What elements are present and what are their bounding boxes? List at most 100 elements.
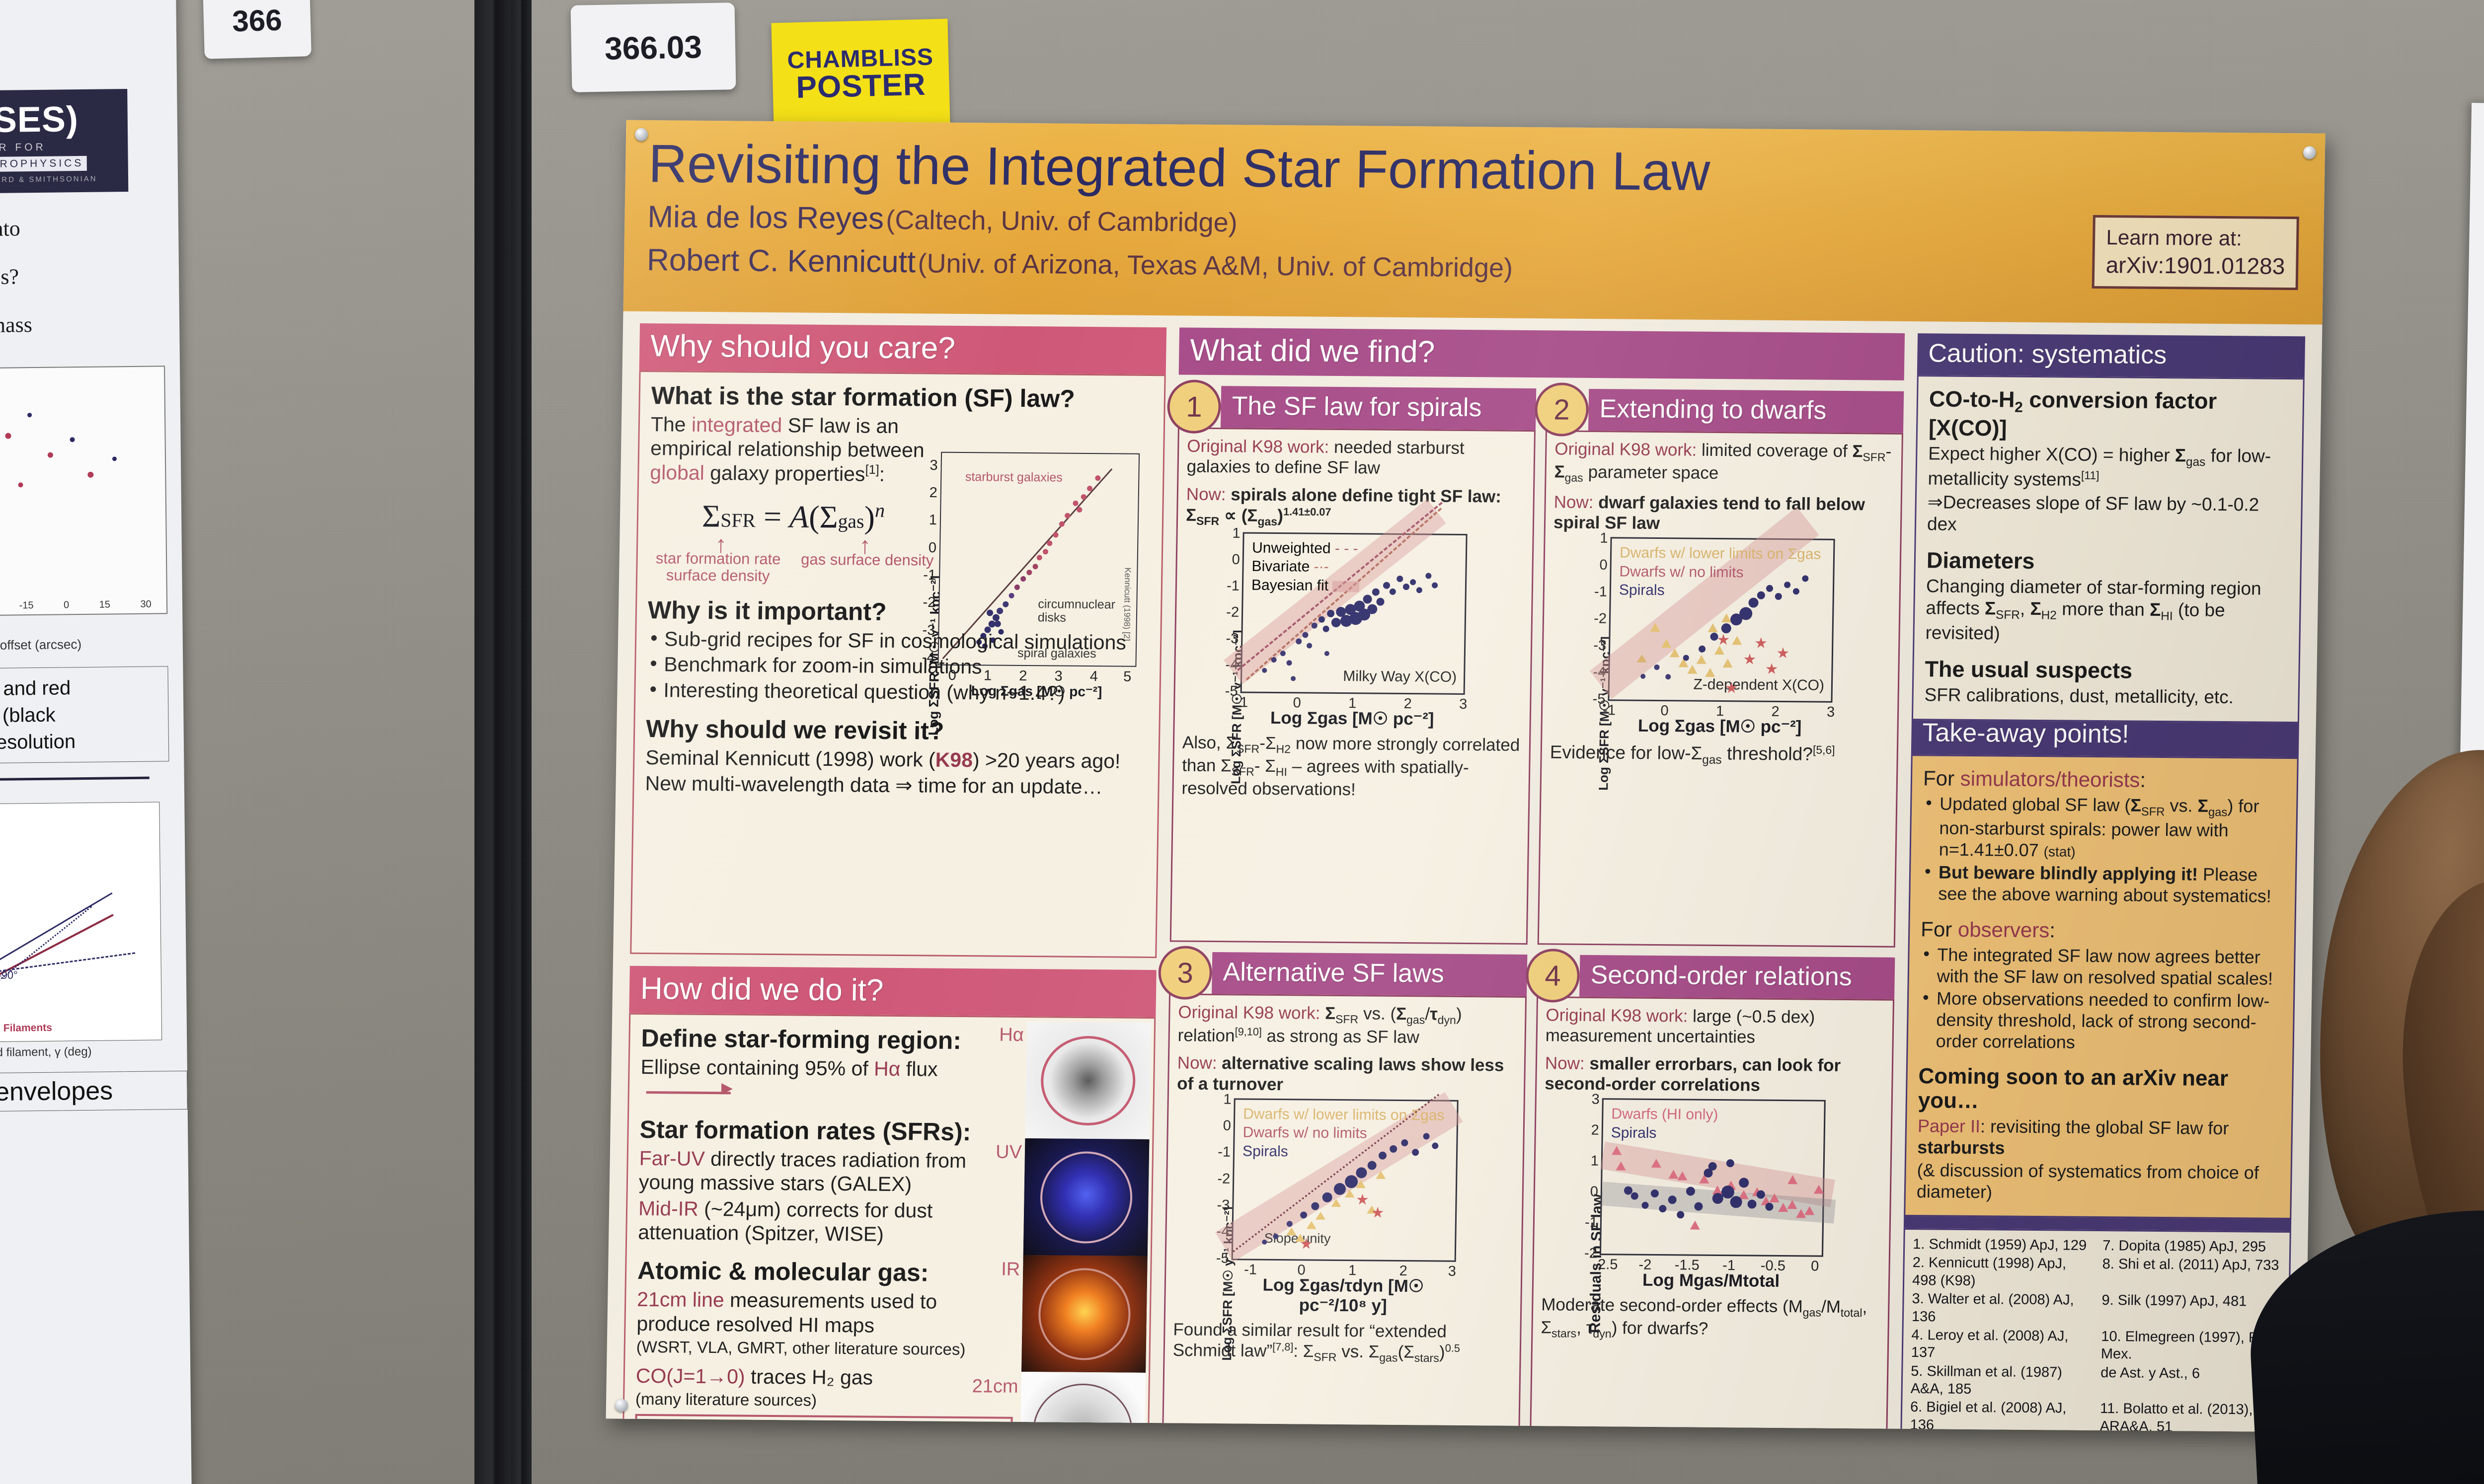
takeaway-g1-bullet-1: Updated global SF law (ΣSFR vs. Σgas) fo… xyxy=(1922,793,2285,863)
panel2-legend-nolimits: Dwarfs w/ no limits xyxy=(1619,563,1744,581)
cfa-logo-small: NTER FOR xyxy=(0,142,46,154)
method-region-text: Ellipse containing 95% of Hα flux ▶ xyxy=(640,1055,989,1106)
section-takeaway-points: Take-away points! For simulators/theoris… xyxy=(1904,713,2300,1220)
panel4-ytick-2: 2 xyxy=(1591,1122,1600,1138)
panel4-legend-dwarfs: Dwarfs (HI only) xyxy=(1611,1106,1718,1123)
finding-panel-4-title: Second-order relations xyxy=(1579,955,1895,999)
method-region-b: flux xyxy=(900,1057,938,1081)
panel3-xtick-3: 3 xyxy=(1448,1263,1457,1279)
panel4-legend-spirals: Spirals xyxy=(1611,1124,1657,1141)
author-line-2: Robert C. Kennicutt (Univ. of Arizona, T… xyxy=(647,242,2301,291)
panel1-ytick-m3: -3 xyxy=(1226,630,1239,647)
finding-panel-2: 2 Extending to dwarfs Original K98 work:… xyxy=(1534,382,1904,948)
panel1-xtick-2: 2 xyxy=(1403,695,1412,712)
panel1-xtick-1: 1 xyxy=(1348,695,1357,712)
chart-panel4-residuals: Residuals in SF law 3 2 1 0 -1 -2 -2.5 -… xyxy=(1584,1092,1836,1333)
panel2-xtick-1: 1 xyxy=(1715,703,1724,720)
cfa-logo-tiny: HARVARD & SMITHSONIAN xyxy=(0,175,97,185)
panel2-xtick-2: 2 xyxy=(1771,703,1780,720)
takeaway-g2-a: For xyxy=(1920,917,1958,941)
finding-panel-4-body: Original K98 work: large (~0.5 dex) meas… xyxy=(1528,996,1895,1432)
neighbor-poster-left: SSES) NTER FOR ASTROPHYSICS HARVARD & SM… xyxy=(0,0,192,1484)
k98-ytick-0: 0 xyxy=(928,539,937,556)
finding-1-now: Now: spirals alone define tight SF law: … xyxy=(1185,484,1502,528)
method-co-label: CO(J=1→0) xyxy=(635,1364,746,1388)
takeaway-group-2-label: For observers: xyxy=(1921,917,2284,944)
chambliss-line-2: POSTER xyxy=(795,67,927,105)
panel1-xtick-3: 3 xyxy=(1459,696,1468,712)
conference-poster: Revisiting the Integrated Star Formation… xyxy=(606,120,2326,1432)
caution-xco-text: Expect higher X(CO) = higher Σgas for lo… xyxy=(1928,443,2271,490)
takeaway-coming-soon: Coming soon to an arXiv near you… xyxy=(1918,1064,2229,1113)
panel3-ytick-m3: -3 xyxy=(1217,1197,1230,1213)
learn-more-label: Learn more at: xyxy=(2106,225,2243,250)
panel2-ytick-0: 0 xyxy=(1599,557,1608,573)
takeaway-paper-2-note: (& discussion of systematics from choice… xyxy=(1916,1160,2259,1202)
why-care-p2-a: Seminal Kennicutt (1998) work ( xyxy=(645,745,936,771)
finding-1-original: Original K98 work: needed starburst gala… xyxy=(1186,436,1526,480)
chart-panel2-dwarfs: Log ΣSFR [M☉ y⁻¹ kpc⁻²] 1 0 -1 -2 -3 -4 … xyxy=(1589,507,1835,791)
finding-panel-3-number: 3 xyxy=(1158,946,1213,1000)
panel1-ytick-m1: -1 xyxy=(1226,578,1240,594)
chambliss-poster-sticker: CHAMBLISS POSTER xyxy=(771,18,950,130)
why-care-body: What is the star formation (SF) law? The… xyxy=(630,370,1166,959)
method-gas-21cm: 21cm line measurements used to produce r… xyxy=(636,1287,985,1338)
finding-panel-1: 1 The SF law for spirals Original K98 wo… xyxy=(1166,379,1537,945)
why-care-paragraph-2: Seminal Kennicutt (1998) work (K98) >20 … xyxy=(645,745,1148,773)
formula-caption-left: star formation rate surface density xyxy=(655,549,781,585)
k98-annotation-starburst: starburst galaxies xyxy=(965,470,1063,485)
section-caution-systematics: Caution: systematics CO-to-H2 conversion… xyxy=(1911,333,2306,724)
session-sign-366-03: 366.03 xyxy=(570,2,736,92)
method-region-a: Ellipse containing 95% of xyxy=(640,1055,874,1080)
left-poster-textbox: blue and red sion (black s. Resolution xyxy=(0,666,169,764)
finding-3-original-label: Original K98 work: xyxy=(1178,1002,1320,1023)
thumbnail-halpha xyxy=(1025,1022,1152,1140)
formula-captions: star formation rate surface density gas … xyxy=(648,549,937,586)
finding-2-now-label: Now: xyxy=(1553,492,1594,512)
panel4-xtick-0: 0 xyxy=(1810,1258,1819,1274)
method-sfr-midir: Mid-IR (~24μm) corrects for dust attenua… xyxy=(638,1196,987,1247)
finding-4-now-text: smaller errorbars, can look for second-o… xyxy=(1544,1053,1841,1095)
what-find-heading: What did we find? xyxy=(1178,327,1905,380)
reference-item: 8. Shi et al. (2011) ApJ, 733 xyxy=(2102,1256,2279,1274)
method-heading-gas: Atomic & molecular gas: xyxy=(637,1257,929,1287)
panel4-plot-area: 3 2 1 0 -1 -2 -2.5 -2 -1.5 -1 -0.5 xyxy=(1584,1092,1836,1274)
left-fig2-annotation: 70–90° xyxy=(0,968,18,982)
cfa-logo-big: SSES) xyxy=(0,99,79,141)
thumb-label-21cm: 21cm xyxy=(972,1376,1018,1397)
panel1-xtick-0: 0 xyxy=(1293,695,1302,711)
method-21cm-source: (WSRT, VLA, GMRT, other literature sourc… xyxy=(636,1337,966,1359)
panel1-legend: Unweighted - - - Bivariate -·- Bayesian … xyxy=(1251,538,1360,595)
references-body: 1. Schmidt (1959) ApJ, 129 7. Dopita (19… xyxy=(1899,1228,2291,1432)
author-1-name: Mia de los Reyes xyxy=(647,200,884,236)
finding-panel-4: 4 Second-order relations Original K98 wo… xyxy=(1525,949,1895,1432)
takeaway-g2-bullet-1: The integrated SF law now agrees better … xyxy=(1920,944,2283,989)
reference-item: 11. Bolatto et al. (2013), ARA&A, 51 xyxy=(2099,1401,2253,1432)
takeaway-g2-b: observers xyxy=(1957,917,2050,942)
finding-4-now-label: Now: xyxy=(1545,1053,1585,1073)
left-box-line-1: blue and red xyxy=(0,677,71,700)
panel3-ytick-0: 0 xyxy=(1223,1117,1232,1134)
panel1-legend-bayesian: Bayesian fit xyxy=(1251,576,1360,595)
panel4-legend: Dwarfs (HI only) Spirals xyxy=(1611,1105,1718,1143)
section-why-should-you-care: Why should you care? What is the star fo… xyxy=(630,323,1167,959)
method-heading-sfr: Star formation rates (SFRs): xyxy=(639,1115,971,1146)
sf-law-formula: ΣSFR = A(Σgas)n xyxy=(701,498,885,535)
why-care-heading: Why should you care? xyxy=(639,323,1167,375)
finding-2-now-text: dwarf galaxies tend to fall below spiral… xyxy=(1553,492,1865,533)
method-thumbnail-column: [3] [4] xyxy=(1018,1022,1152,1432)
panel4-xtick-m25: -2.5 xyxy=(1593,1257,1618,1273)
why-care-bullet-2: Benchmark for zoom-in simulations xyxy=(647,652,1149,680)
finding-4-now: Now: smaller errorbars, can look for sec… xyxy=(1545,1053,1884,1097)
panel1-legend-bivariate: Bivariate -·- xyxy=(1251,558,1329,576)
why-care-question-1: What is the star formation (SF) law? xyxy=(651,381,1076,413)
takeaway-paper2-text: : revisiting the global SF law for xyxy=(1980,1116,2229,1139)
k98-ytick-3: 3 xyxy=(930,457,938,473)
finding-panel-4-number: 4 xyxy=(1525,949,1580,1003)
panel1-plot-area: 1 0 -1 -2 -3 -4 -5 -1 0 1 2 xyxy=(1224,499,1468,712)
method-21cm-label: 21cm line xyxy=(636,1288,725,1312)
takeaway-group-1-label: For simulators/theorists: xyxy=(1923,766,2286,793)
left-box-line-3: s. Resolution xyxy=(0,731,76,754)
author-line-1: Mia de los Reyes (Caltech, Univ. of Camb… xyxy=(647,199,2301,247)
